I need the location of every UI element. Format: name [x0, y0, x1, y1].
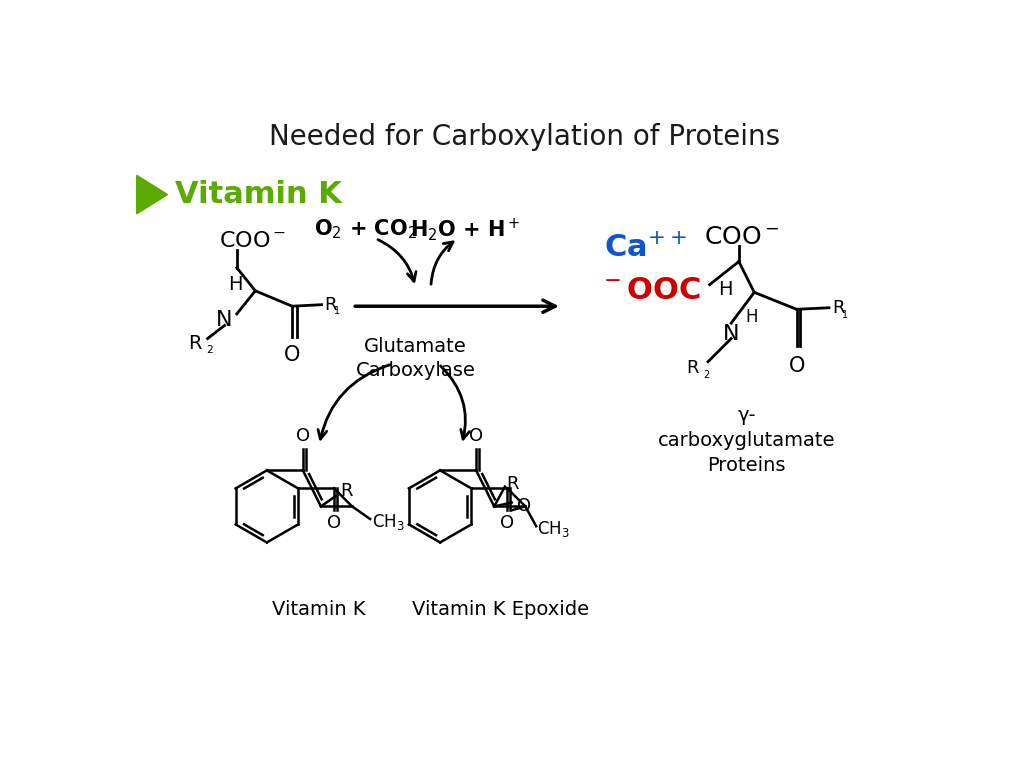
- Polygon shape: [137, 175, 168, 214]
- Text: R: R: [833, 299, 845, 316]
- Text: O: O: [788, 356, 805, 376]
- Text: Vitamin K: Vitamin K: [272, 601, 366, 619]
- Text: R: R: [187, 333, 202, 353]
- Text: Needed for Carboxylation of Proteins: Needed for Carboxylation of Proteins: [269, 123, 780, 151]
- Text: H$_2$O + H$^+$: H$_2$O + H$^+$: [411, 216, 521, 243]
- Text: Glutamate
Carboxylase: Glutamate Carboxylase: [355, 337, 475, 379]
- Text: R: R: [341, 482, 353, 500]
- Text: Ca$^{++}$: Ca$^{++}$: [604, 234, 687, 263]
- Text: R: R: [325, 296, 337, 313]
- Text: Vitamin K Epoxide: Vitamin K Epoxide: [412, 601, 589, 619]
- Text: $_2$: $_2$: [703, 367, 711, 381]
- Text: $_1$: $_1$: [333, 303, 340, 317]
- Text: O: O: [517, 498, 531, 515]
- Text: $_1$: $_1$: [842, 307, 849, 321]
- Text: O: O: [469, 427, 483, 445]
- Text: O: O: [296, 427, 310, 445]
- Text: H: H: [745, 308, 758, 326]
- Text: O$_2$ + CO$_2$: O$_2$ + CO$_2$: [314, 217, 417, 241]
- Text: γ-
carboxyglutamate
Proteins: γ- carboxyglutamate Proteins: [657, 406, 836, 475]
- Text: R: R: [506, 475, 518, 493]
- Text: Vitamin K: Vitamin K: [175, 180, 342, 209]
- Text: CH$_3$: CH$_3$: [538, 518, 570, 539]
- Text: R: R: [686, 359, 698, 377]
- Text: O: O: [501, 514, 514, 531]
- Text: COO$^-$: COO$^-$: [219, 230, 287, 251]
- Text: H: H: [227, 275, 243, 294]
- Text: H: H: [718, 280, 733, 299]
- Text: $^-$OOC: $^-$OOC: [599, 276, 700, 306]
- Text: N: N: [723, 324, 739, 344]
- Text: N: N: [216, 310, 232, 330]
- Text: O: O: [327, 514, 341, 531]
- Text: CH$_3$: CH$_3$: [372, 511, 404, 531]
- Text: COO$^-$: COO$^-$: [705, 225, 779, 249]
- Text: O: O: [284, 345, 300, 365]
- Text: $_2$: $_2$: [206, 341, 214, 356]
